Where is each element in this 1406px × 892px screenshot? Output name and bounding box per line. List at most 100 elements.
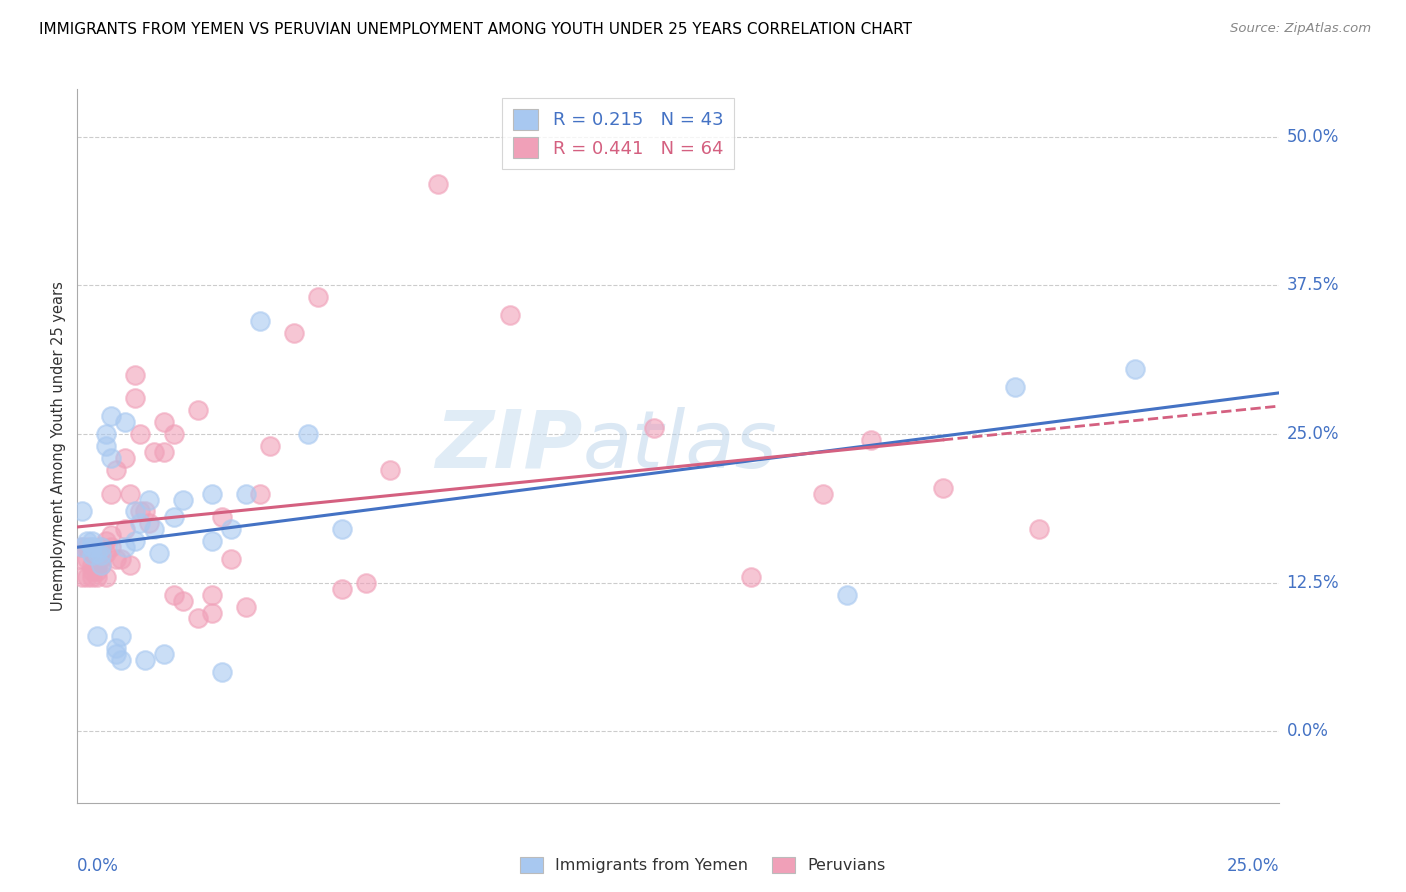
Point (80, 549, 103, 563)
Point (70, 552, 93, 566)
Point (90, 540, 112, 554)
Point (201, 588, 224, 602)
Point (80, 540, 103, 554)
Point (70, 540, 93, 554)
Point (259, 439, 281, 453)
Point (499, 308, 522, 322)
Point (96, 570, 118, 584)
Point (249, 314, 271, 328)
Point (153, 647, 176, 661)
Point (124, 534, 146, 549)
Point (201, 534, 224, 549)
Point (96, 427, 118, 442)
Point (90, 552, 112, 566)
Y-axis label: Unemployment Among Youth under 25 years: Unemployment Among Youth under 25 years (51, 281, 66, 611)
Point (124, 392, 146, 406)
Point (100, 450, 122, 465)
Point (120, 486, 142, 500)
Point (172, 593, 194, 607)
Point (932, 481, 955, 495)
Point (143, 522, 166, 536)
Point (114, 415, 136, 429)
Point (124, 368, 146, 382)
Point (110, 552, 132, 566)
Point (1004, 379, 1026, 393)
Point (297, 427, 319, 442)
Point (143, 445, 166, 459)
Point (330, 522, 353, 536)
Point (128, 504, 150, 518)
Point (134, 653, 156, 667)
Point (80, 534, 103, 549)
Point (330, 582, 353, 596)
Point (100, 409, 122, 424)
Point (124, 504, 146, 518)
Point (90, 540, 112, 554)
Point (186, 403, 209, 417)
Text: 0.0%: 0.0% (77, 857, 120, 875)
Text: 25.0%: 25.0% (1286, 425, 1339, 443)
Point (211, 510, 233, 524)
Point (427, 178, 450, 192)
Point (86, 570, 108, 584)
Point (100, 528, 122, 542)
Point (70, 504, 93, 518)
Point (153, 445, 176, 459)
Point (86, 558, 108, 572)
Point (249, 486, 271, 500)
Point (378, 463, 401, 477)
Point (148, 546, 170, 560)
Point (740, 570, 762, 584)
Text: IMMIGRANTS FROM YEMEN VS PERUVIAN UNEMPLOYMENT AMONG YOUTH UNDER 25 YEARS CORREL: IMMIGRANTS FROM YEMEN VS PERUVIAN UNEMPL… (39, 22, 912, 37)
Point (90, 558, 112, 572)
Point (235, 599, 257, 614)
Point (172, 492, 194, 507)
Point (162, 588, 184, 602)
Point (835, 588, 858, 602)
Point (201, 606, 224, 620)
Point (86, 546, 108, 560)
Point (104, 552, 127, 566)
Point (104, 463, 127, 477)
Point (76, 552, 98, 566)
Point (100, 540, 122, 554)
Point (134, 504, 156, 518)
Text: atlas: atlas (582, 407, 778, 485)
Text: Source: ZipAtlas.com: Source: ZipAtlas.com (1230, 22, 1371, 36)
Point (86, 629, 108, 643)
Point (138, 516, 160, 531)
Point (104, 641, 127, 656)
Text: 12.5%: 12.5% (1286, 574, 1339, 591)
Point (90, 546, 112, 560)
Point (128, 427, 150, 442)
Point (201, 486, 224, 500)
Point (219, 522, 242, 536)
Point (1028, 522, 1050, 536)
Point (120, 558, 142, 572)
Point (100, 486, 122, 500)
Text: 37.5%: 37.5% (1286, 277, 1339, 294)
Point (643, 421, 665, 435)
Point (96, 546, 118, 560)
Text: 0.0%: 0.0% (1286, 723, 1329, 740)
Point (307, 290, 329, 304)
Point (86, 564, 108, 578)
Point (76, 534, 98, 549)
Point (96, 439, 118, 453)
Point (96, 534, 118, 549)
Text: 50.0%: 50.0% (1286, 128, 1339, 145)
Point (104, 647, 127, 661)
Text: ZIP: ZIP (434, 407, 582, 485)
Point (211, 665, 233, 679)
Point (80, 558, 103, 572)
Point (235, 486, 257, 500)
Point (219, 552, 242, 566)
Point (110, 653, 132, 667)
Point (186, 611, 209, 625)
Point (80, 570, 103, 584)
Point (354, 575, 377, 590)
Point (153, 415, 176, 429)
Point (283, 326, 305, 340)
Point (162, 427, 184, 442)
Point (162, 510, 184, 524)
